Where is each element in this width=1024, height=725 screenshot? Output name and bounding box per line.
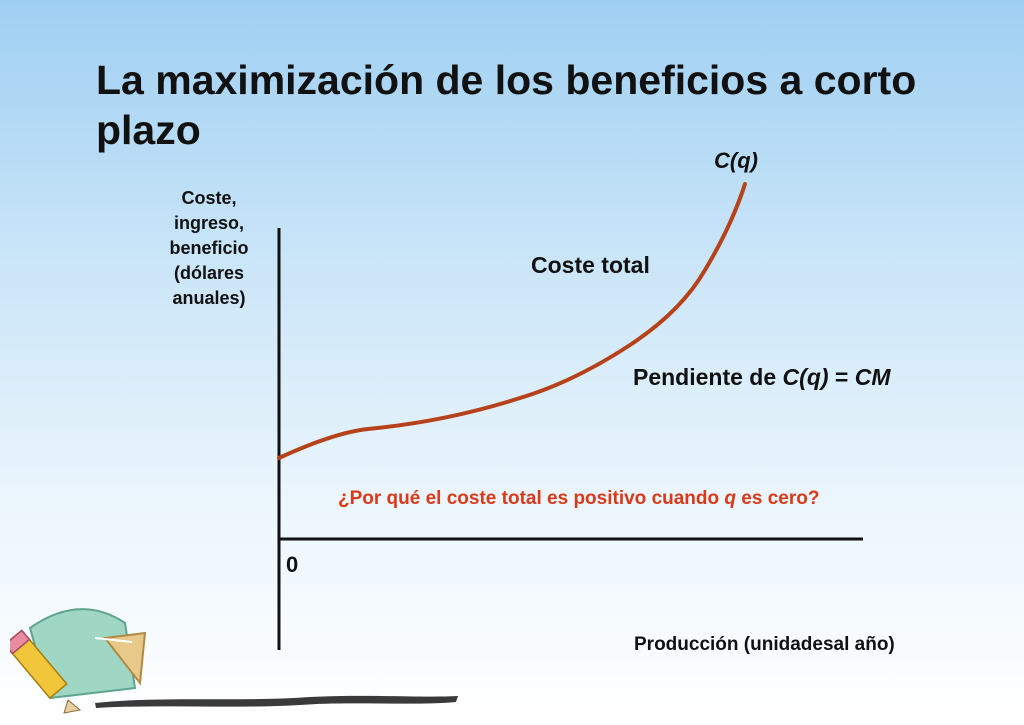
question-var: q (724, 488, 737, 509)
origin-label: 0 (286, 552, 299, 577)
x-axis-label: Producción (unidadesal año) (634, 634, 895, 655)
question-annotation: ¿Por qué el coste total es positivo cuan… (338, 488, 819, 510)
total-cost-curve (277, 182, 747, 460)
slope-term: C(q) (782, 364, 829, 390)
slope-prefix: Pendiente de (633, 364, 783, 390)
pencil-protractor-clipart (10, 608, 458, 714)
question-prefix: ¿Por qué el coste total es positivo cuan… (338, 488, 725, 509)
slope-result: CM (854, 364, 891, 390)
slide-title: La maximización de los beneficios a cort… (96, 57, 917, 153)
slope-annotation: Pendiente de C(q) = CM (633, 364, 891, 391)
slope-mid: = (828, 364, 855, 390)
curve-name-label: C(q) (714, 148, 758, 173)
pencil-icon (10, 629, 82, 714)
total-cost-label: Coste total (531, 252, 650, 278)
brush-stroke-decoration (95, 695, 458, 708)
y-axis-label: Coste, ingreso, beneficio (dólares anual… (169, 188, 249, 308)
question-suffix: es cero? (736, 488, 820, 509)
set-square-icon (103, 631, 147, 686)
